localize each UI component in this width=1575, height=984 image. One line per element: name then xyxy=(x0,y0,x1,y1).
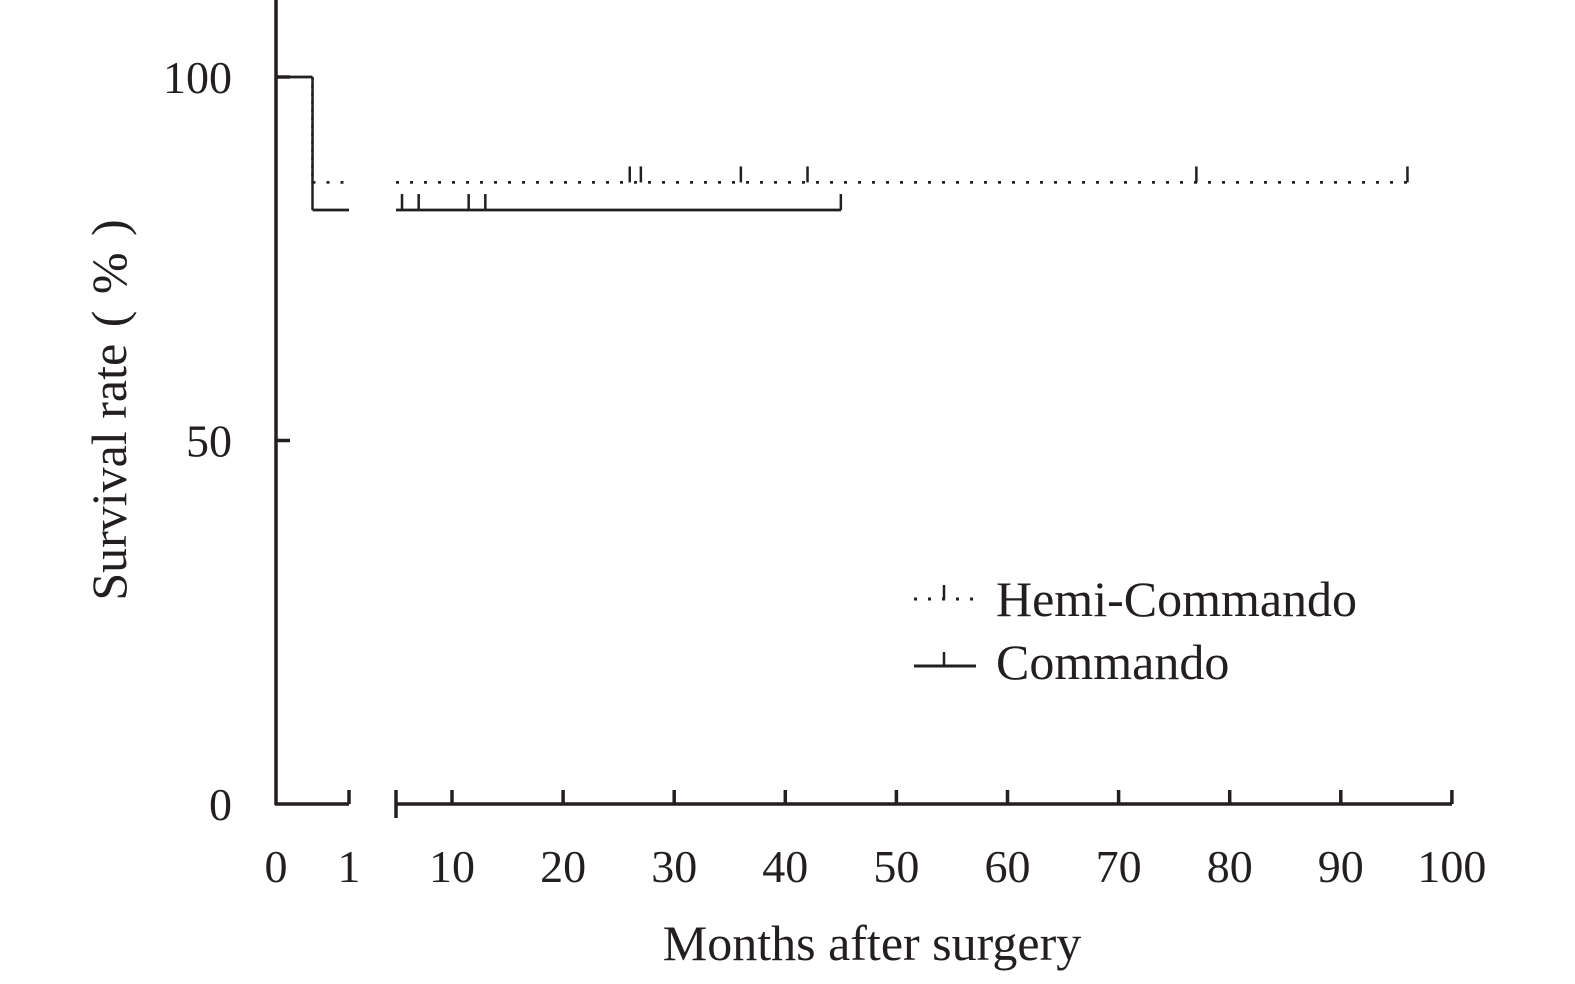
y-axis-title-unit: % xyxy=(81,252,137,294)
legend-item-hemi-commando: Hemi-Commando xyxy=(914,571,1357,627)
series-layer xyxy=(276,75,1409,212)
x-tick-label: 0 xyxy=(265,841,288,892)
legend: Hemi-Commando Commando xyxy=(914,571,1357,690)
legend-item-commando: Commando xyxy=(914,634,1229,690)
x-tick-label: 1 xyxy=(338,841,361,892)
y-tick-label: 100 xyxy=(163,52,232,103)
x-tick-label: 10 xyxy=(429,841,475,892)
axes xyxy=(274,0,1454,818)
x-tick-label: 50 xyxy=(873,841,919,892)
x-axis-title: Months after surgery xyxy=(663,915,1081,971)
x-tick-label: 70 xyxy=(1096,841,1142,892)
x-tick-label: 90 xyxy=(1318,841,1364,892)
legend-label-hemi-commando: Hemi-Commando xyxy=(996,571,1357,627)
x-tick-label: 30 xyxy=(651,841,697,892)
y-axis-title-text: Survival rate xyxy=(81,344,137,601)
x-tick-label: 60 xyxy=(985,841,1031,892)
x-tick-label: 100 xyxy=(1417,841,1486,892)
x-tick-label: 20 xyxy=(540,841,586,892)
x-tick-label: 80 xyxy=(1207,841,1253,892)
y-axis-title: Survival rate ( % ) xyxy=(81,219,137,600)
series-hemi-commando xyxy=(276,75,1409,184)
y-tick-label: 0 xyxy=(209,779,232,830)
y-axis-title-open-paren: ( xyxy=(81,311,137,328)
y-tick-label: 50 xyxy=(186,416,232,467)
legend-label-commando: Commando xyxy=(996,634,1229,690)
y-axis-title-close-paren: ) xyxy=(81,219,137,236)
x-tick-label: 40 xyxy=(762,841,808,892)
series-commando xyxy=(276,75,843,212)
